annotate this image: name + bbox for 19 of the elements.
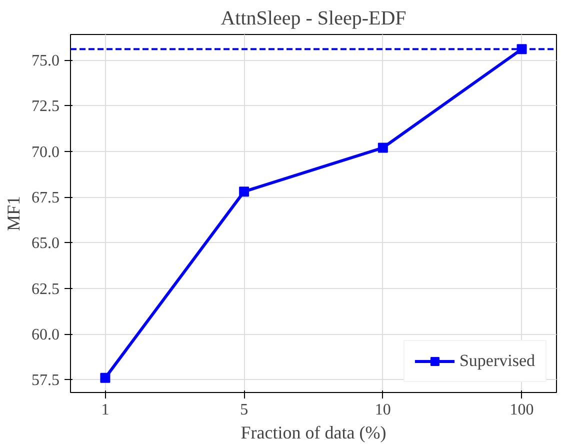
x-tick-label: 5 xyxy=(240,402,248,418)
y-tick-label: 62.5 xyxy=(32,280,60,298)
point xyxy=(378,142,388,153)
legend-label: Supervised xyxy=(459,351,535,371)
x-axis-title: Fraction of data (%) xyxy=(240,422,386,442)
chart-title: AttnSleep - Sleep-EDF xyxy=(220,8,406,30)
y-tick-label: 60.0 xyxy=(32,326,60,344)
x-tick-label: 1 xyxy=(101,402,110,418)
y-tick-label: 57.5 xyxy=(32,372,60,390)
point xyxy=(100,372,110,383)
y-tick-label: 75.0 xyxy=(32,52,60,70)
point xyxy=(239,186,250,197)
x-tick-label: 100 xyxy=(510,402,534,418)
y-tick-label: 67.5 xyxy=(32,190,60,207)
y-axis-title: MF1 xyxy=(4,196,24,232)
y-tick-label: 70.0 xyxy=(32,144,60,161)
y-tick-label: 65.0 xyxy=(32,235,60,252)
x-tick-label: 10 xyxy=(374,402,391,418)
y-tick-label: 72.5 xyxy=(32,98,60,116)
